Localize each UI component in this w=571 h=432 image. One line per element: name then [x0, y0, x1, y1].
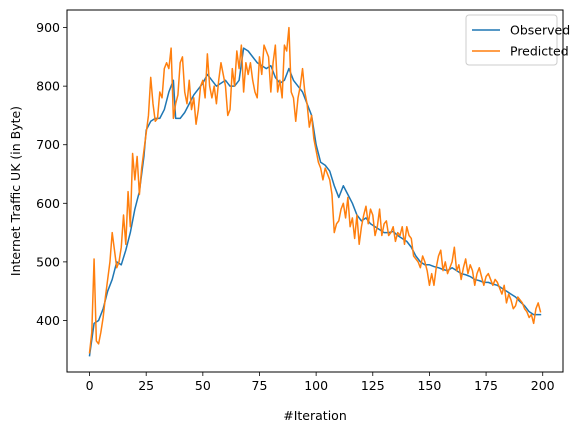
series-layer [88, 26, 542, 357]
x-tick-label: 125 [361, 378, 385, 393]
x-tick-label: 100 [304, 378, 328, 393]
y-tick-label: 600 [36, 196, 60, 211]
y-tick-label: 800 [36, 79, 60, 94]
plot-background [67, 10, 563, 372]
series-line-observed [88, 47, 542, 357]
x-axis: 0 25 50 75 100 125 150 175 200 [86, 372, 555, 393]
plot-frame [66, 9, 564, 373]
x-axis-label: #Iteration [283, 408, 347, 423]
x-tick-label: 75 [252, 378, 268, 393]
series-line-predicted [88, 26, 542, 354]
legend: Observed Predicted [465, 14, 570, 66]
legend-box [465, 14, 558, 66]
x-tick-label: 150 [417, 378, 441, 393]
x-tick-label: 175 [474, 378, 498, 393]
legend-label-predicted: Predicted [510, 44, 569, 59]
y-tick-label: 500 [36, 254, 60, 269]
legend-label-observed: Observed [510, 23, 570, 38]
x-tick-label: 0 [86, 378, 94, 393]
y-tick-label: 900 [36, 20, 60, 35]
y-axis: 400 500 600 700 800 900 [36, 20, 67, 328]
x-tick-label: 25 [138, 378, 154, 393]
y-tick-label: 700 [36, 137, 60, 152]
y-tick-label: 400 [36, 313, 60, 328]
x-tick-label: 50 [195, 378, 211, 393]
x-tick-label: 200 [531, 378, 555, 393]
y-axis-label: Internet Traffic UK (in Byte) [8, 106, 23, 276]
